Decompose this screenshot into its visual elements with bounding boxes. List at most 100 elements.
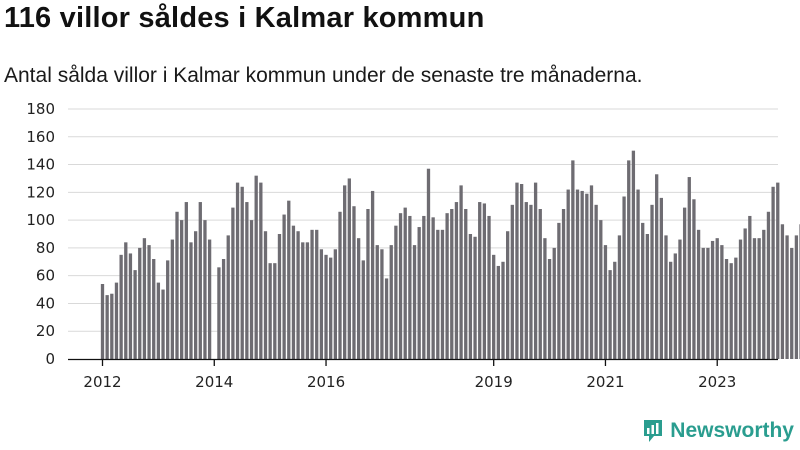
bar — [184, 202, 188, 359]
bar — [538, 209, 542, 359]
bar — [417, 227, 421, 359]
bar — [347, 178, 351, 359]
bar — [152, 259, 156, 359]
bar — [193, 231, 198, 359]
bar — [310, 229, 314, 359]
newsworthy-chart-icon — [644, 420, 663, 442]
bar — [794, 235, 799, 359]
bar — [329, 257, 333, 359]
bar — [734, 257, 738, 359]
bar — [706, 247, 710, 359]
bar — [166, 260, 170, 359]
bar — [394, 225, 398, 359]
bar — [245, 202, 249, 359]
bar — [575, 189, 580, 359]
bar — [641, 222, 645, 359]
bar — [752, 238, 757, 359]
bar — [198, 202, 202, 359]
y-tick-label: 160 — [26, 128, 55, 146]
chart-subtitle: Antal sålda villor i Kalmar kommun under… — [4, 64, 643, 87]
bar — [482, 203, 487, 359]
bar — [426, 168, 431, 359]
brand[interactable]: Newsworthy — [642, 418, 794, 444]
bar — [748, 215, 752, 359]
bar — [263, 231, 268, 359]
bar — [259, 182, 263, 359]
bar — [650, 204, 654, 359]
bar — [673, 253, 677, 359]
bar — [170, 239, 175, 359]
bar — [380, 249, 384, 359]
y-tick-label: 180 — [26, 100, 55, 118]
bar — [627, 160, 631, 359]
bar — [687, 177, 691, 359]
bar — [715, 238, 719, 359]
bar — [431, 217, 435, 359]
bar — [203, 220, 207, 359]
y-tick-label: 100 — [26, 211, 55, 229]
bar — [692, 199, 696, 359]
y-tick-label: 20 — [36, 322, 55, 340]
bar — [128, 253, 133, 359]
bar — [343, 185, 347, 359]
bar — [422, 215, 426, 359]
bar — [119, 254, 123, 359]
bar — [669, 261, 673, 359]
bar — [571, 160, 575, 359]
brand-name: Newsworthy — [670, 419, 794, 442]
bar — [743, 228, 747, 359]
bar — [231, 207, 235, 359]
bar — [720, 245, 724, 359]
y-axis-labels: 0 20 40 60 80 100 120 140 160 180 — [26, 100, 55, 368]
bar — [138, 247, 142, 359]
bar — [645, 234, 650, 359]
bar — [631, 150, 636, 359]
bar — [370, 190, 375, 359]
bar — [533, 182, 538, 359]
bar — [543, 238, 547, 359]
y-tick-label: 60 — [36, 267, 55, 285]
bar — [440, 229, 445, 359]
bar — [254, 175, 258, 359]
bar — [175, 211, 179, 359]
bar — [776, 182, 780, 359]
bar — [161, 289, 165, 359]
bar — [436, 229, 440, 359]
bar — [221, 259, 226, 359]
bar — [319, 249, 324, 359]
bar — [580, 190, 584, 359]
bar — [464, 209, 468, 359]
bar — [333, 249, 337, 359]
bar — [282, 214, 286, 359]
bar — [110, 293, 114, 359]
bar — [506, 231, 510, 359]
bar — [408, 215, 412, 359]
bar — [356, 238, 361, 359]
bar — [403, 207, 407, 359]
bar — [315, 229, 319, 359]
bar — [240, 186, 244, 359]
bar — [524, 202, 528, 359]
bar — [519, 184, 524, 359]
bar — [682, 207, 687, 359]
x-tick-label: 2016 — [307, 373, 345, 391]
bar — [147, 245, 151, 359]
bar — [398, 213, 403, 359]
bar — [324, 254, 328, 359]
bar — [771, 186, 775, 359]
bar — [142, 238, 147, 359]
bar — [454, 202, 459, 359]
bar — [766, 211, 771, 359]
x-tick-label: 2021 — [586, 373, 624, 391]
bar — [780, 224, 785, 359]
bar — [450, 209, 454, 359]
bar — [757, 238, 761, 359]
bar — [296, 231, 300, 359]
bar — [226, 235, 230, 359]
bar — [445, 213, 449, 359]
bar — [273, 263, 277, 359]
bar — [515, 182, 519, 359]
y-tick-label: 40 — [36, 294, 55, 312]
bars — [100, 150, 800, 359]
bar — [655, 174, 659, 359]
